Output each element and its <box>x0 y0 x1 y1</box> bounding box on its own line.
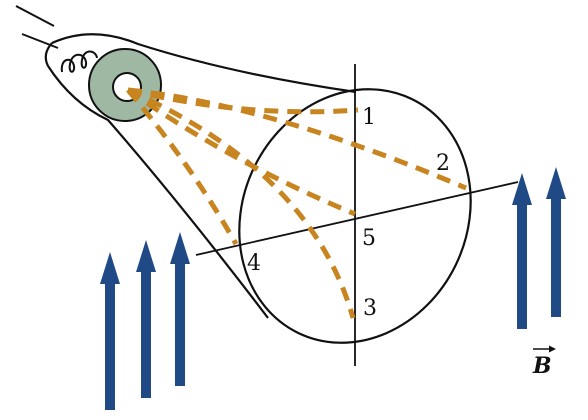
tube-neck-bottom <box>47 65 269 319</box>
label-point-1: 1 <box>362 105 376 130</box>
up-arrow-icon <box>546 167 566 317</box>
label-point-5: 5 <box>362 226 376 251</box>
up-arrow-icon <box>512 173 532 329</box>
tube-neck-end <box>44 42 53 67</box>
filament-lead-2 <box>21 33 59 49</box>
label-point-4: 4 <box>247 251 261 276</box>
tube-neck-top <box>51 33 357 94</box>
screen-axes <box>195 64 519 366</box>
up-arrow-icon <box>136 240 156 398</box>
field-symbol: B <box>532 353 552 379</box>
filament-lead-1 <box>15 5 55 27</box>
cathode-ring-icon <box>88 48 162 122</box>
filament-coil <box>60 50 98 73</box>
beam-to-point-4 <box>126 88 239 246</box>
electron-beams <box>126 87 467 319</box>
beam-to-point-2 <box>127 87 467 191</box>
field-arrows-right <box>512 167 566 329</box>
point-labels: 1 2 5 3 4 <box>247 105 450 321</box>
vector-arrow-icon <box>533 345 556 353</box>
horizontal-axis <box>195 181 519 256</box>
beam-to-point-3 <box>126 87 356 319</box>
beam-to-point-5 <box>126 87 356 217</box>
field-arrows-left <box>100 232 190 410</box>
label-point-3: 3 <box>363 296 377 321</box>
up-arrow-icon <box>100 252 120 410</box>
filament-coil-icon <box>15 5 98 73</box>
up-arrow-icon <box>170 232 190 386</box>
field-vector-label: B <box>532 345 556 379</box>
label-point-2: 2 <box>436 151 450 176</box>
